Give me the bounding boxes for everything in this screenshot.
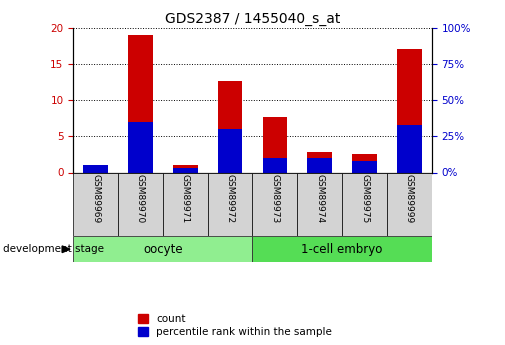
Bar — [218, 81, 242, 172]
Polygon shape — [62, 246, 70, 253]
Text: GSM89970: GSM89970 — [136, 175, 145, 224]
Bar — [118, 172, 163, 236]
Bar — [308, 152, 332, 172]
Bar — [397, 49, 422, 172]
Text: GDS2387 / 1455040_s_at: GDS2387 / 1455040_s_at — [165, 12, 340, 26]
Bar — [83, 165, 108, 172]
Text: GSM89999: GSM89999 — [405, 175, 414, 224]
Bar — [252, 236, 432, 262]
Legend: count, percentile rank within the sample: count, percentile rank within the sample — [136, 313, 333, 338]
Bar — [387, 172, 432, 236]
Bar — [173, 165, 197, 172]
Text: GSM89973: GSM89973 — [270, 175, 279, 224]
Bar — [208, 172, 252, 236]
Bar — [397, 125, 422, 172]
Text: GSM89971: GSM89971 — [181, 175, 190, 224]
Bar — [163, 172, 208, 236]
Text: development stage: development stage — [3, 244, 104, 254]
Text: GSM89972: GSM89972 — [226, 175, 235, 224]
Bar — [263, 117, 287, 172]
Bar — [308, 158, 332, 172]
Text: GSM89974: GSM89974 — [315, 175, 324, 224]
Bar — [173, 168, 197, 172]
Text: GSM89969: GSM89969 — [91, 175, 100, 224]
Text: oocyte: oocyte — [143, 243, 183, 256]
Bar — [73, 172, 118, 236]
Bar — [342, 172, 387, 236]
Bar — [128, 35, 153, 172]
Bar — [83, 165, 108, 172]
Bar — [352, 155, 377, 172]
Bar — [297, 172, 342, 236]
Bar — [352, 161, 377, 172]
Text: 1-cell embryo: 1-cell embryo — [301, 243, 383, 256]
Bar — [263, 158, 287, 172]
Bar — [252, 172, 297, 236]
Bar — [73, 236, 252, 262]
Bar — [218, 129, 242, 172]
Bar — [128, 122, 153, 172]
Text: GSM89975: GSM89975 — [360, 175, 369, 224]
